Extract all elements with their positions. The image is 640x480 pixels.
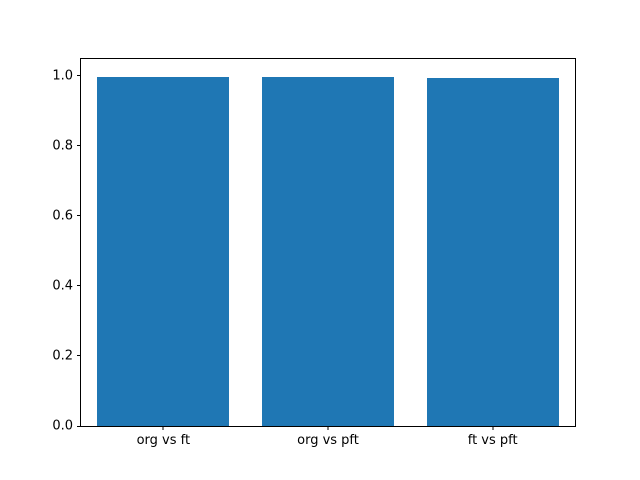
y-tick-mark [77, 145, 81, 147]
x-tick-label: org vs ft [136, 433, 191, 448]
x-tick-mark [162, 426, 164, 430]
y-tick-mark [77, 355, 81, 357]
y-tick-mark [77, 215, 81, 217]
x-tick-mark [492, 426, 494, 430]
y-tick-label: 1.0 [52, 68, 73, 84]
bar-ft-vs-pft [426, 77, 559, 426]
y-tick-label: 0.8 [52, 138, 73, 154]
axes: 0.0 0.2 0.4 0.6 0.8 1.0 org vs ft org vs pft ft … [52, 58, 576, 447]
x-tick-mark [327, 426, 329, 430]
x-tick-label: org vs pft [297, 433, 359, 448]
y-tick-mark [77, 285, 81, 287]
y-tick-mark [77, 425, 81, 427]
y-tick-label: 0.4 [52, 278, 73, 294]
y-tick-mark [77, 75, 81, 77]
x-tick-label: ft vs pft [467, 433, 518, 448]
bar-org-vs-pft [262, 76, 394, 426]
y-tick-label: 0.0 [52, 418, 73, 434]
y-tick-label: 0.6 [52, 208, 73, 224]
bar-org-vs-ft [97, 76, 230, 426]
y-tick-label: 0.2 [52, 348, 73, 364]
